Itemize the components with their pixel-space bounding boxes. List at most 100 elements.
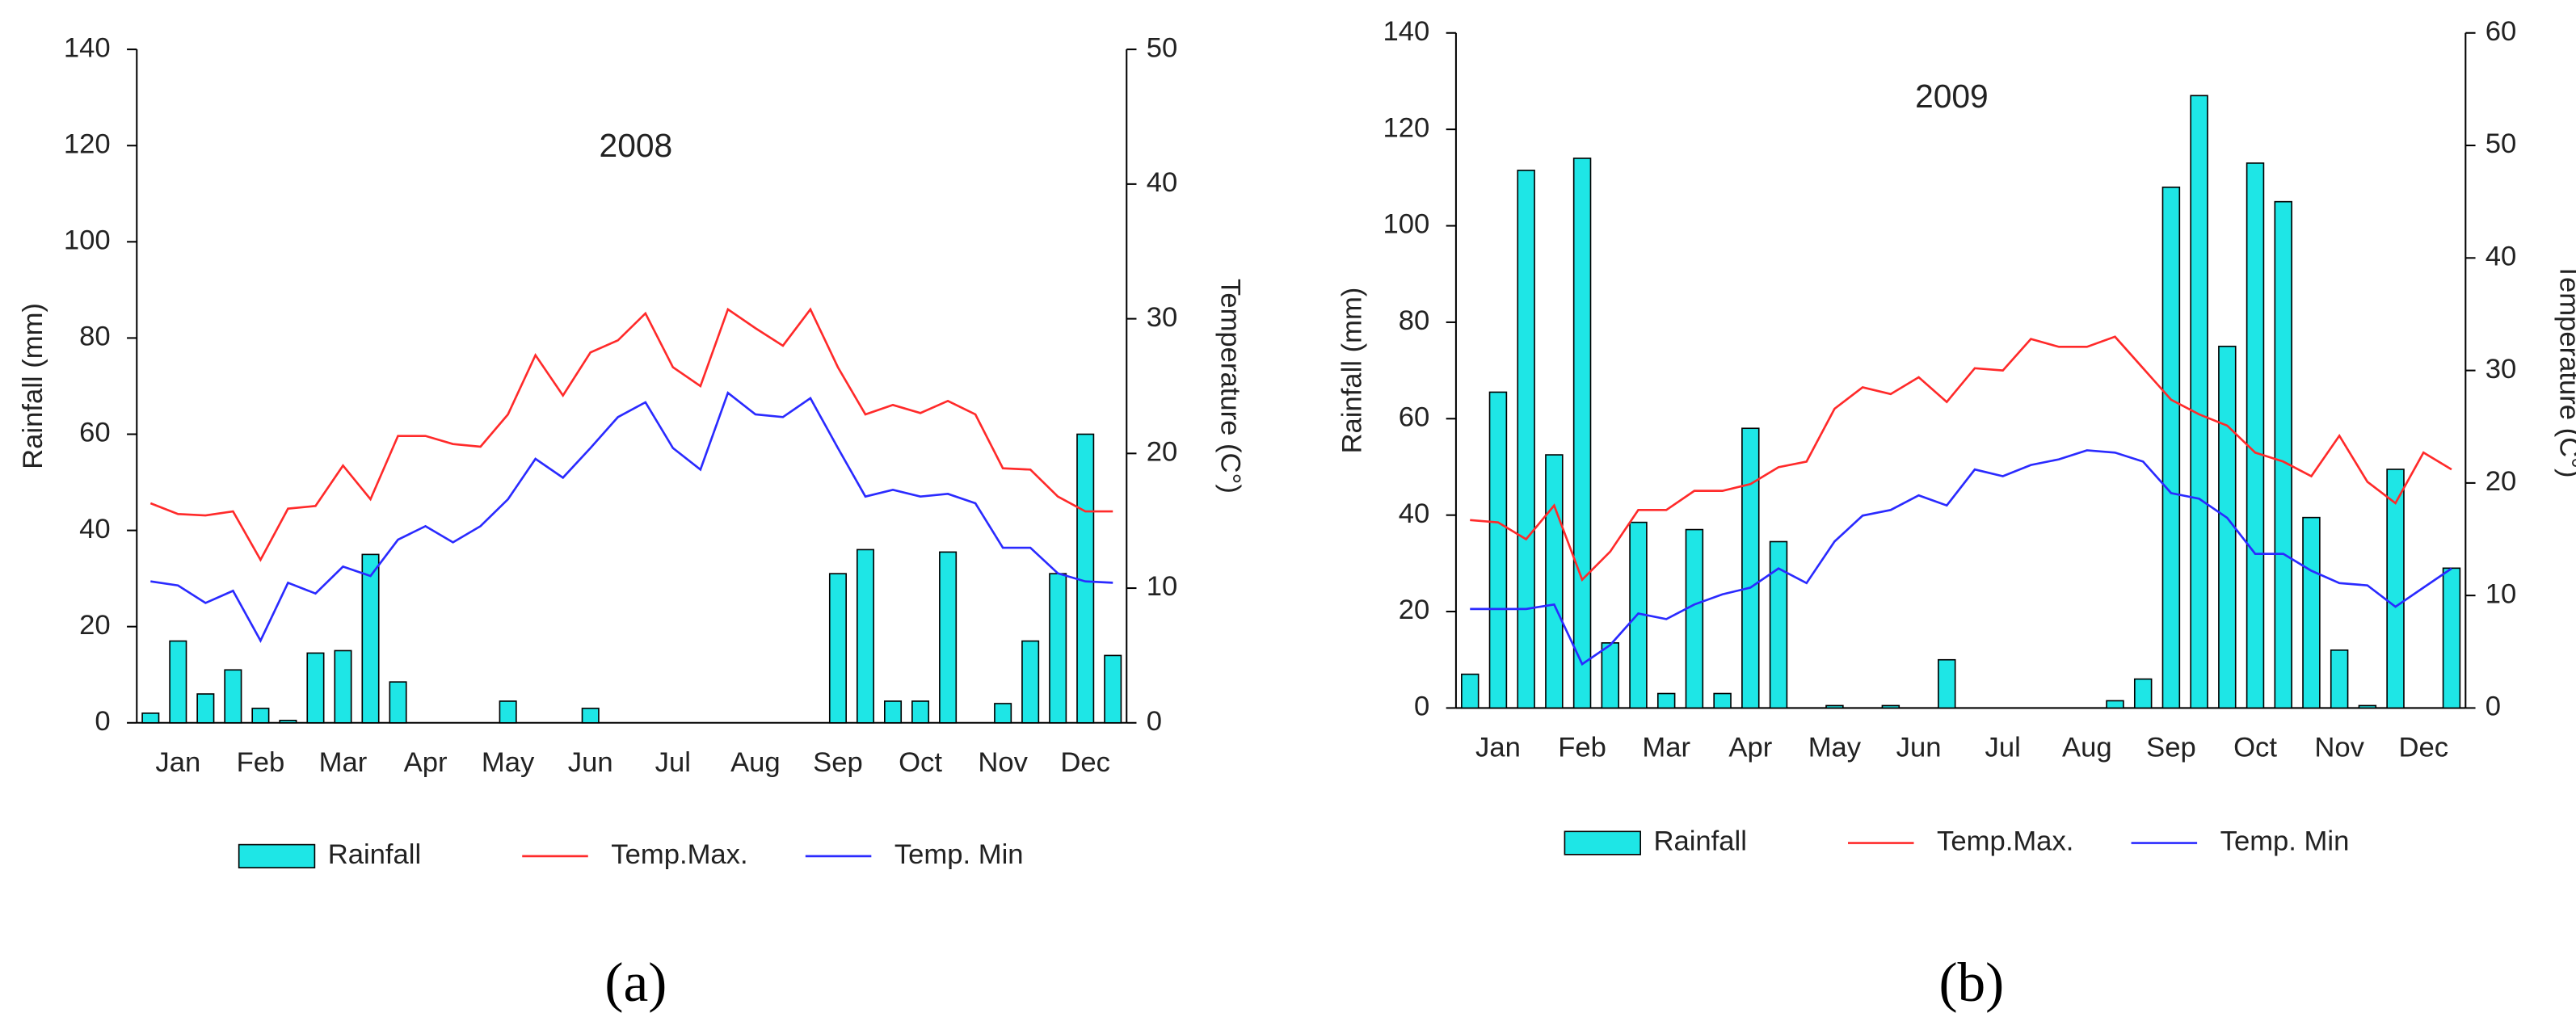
legend-swatch bbox=[238, 843, 316, 868]
bar bbox=[2161, 186, 2181, 709]
bar bbox=[279, 719, 297, 724]
x-tick-label: May bbox=[1808, 733, 1862, 763]
y2-tick-label: 10 bbox=[1147, 571, 1178, 602]
bar bbox=[2330, 649, 2349, 709]
legend-label: Temp.Max. bbox=[611, 839, 747, 870]
bar bbox=[1881, 704, 1900, 709]
x-tick-label: Feb bbox=[1558, 733, 1606, 763]
y-tick-label: 100 bbox=[1383, 209, 1430, 240]
bar bbox=[1656, 692, 1676, 709]
bar bbox=[856, 549, 875, 724]
y-axis-label: Rainfall (mm) bbox=[1337, 288, 1368, 454]
bar bbox=[2274, 200, 2292, 709]
y-tick-label: 40 bbox=[1399, 498, 1430, 529]
bar bbox=[2442, 567, 2461, 709]
bar bbox=[2302, 516, 2321, 709]
line bbox=[1470, 449, 2452, 666]
y2-tick-label: 50 bbox=[2486, 128, 2517, 159]
bar bbox=[1713, 692, 1732, 709]
x-tick-label: Mar bbox=[319, 747, 368, 778]
bar bbox=[1938, 658, 1956, 709]
bar bbox=[1104, 654, 1122, 724]
bar bbox=[1769, 540, 1788, 709]
y-tick-label: 20 bbox=[79, 610, 111, 641]
bar bbox=[1488, 391, 1508, 709]
legend-label: Rainfall bbox=[1653, 826, 1746, 857]
bar bbox=[1601, 642, 1620, 709]
y-tick-label: 40 bbox=[79, 514, 111, 544]
x-tick-label: Sep bbox=[813, 747, 863, 778]
bar bbox=[1545, 454, 1564, 709]
legend-label: Temp. Min bbox=[894, 839, 1024, 870]
y2-tick-label: 40 bbox=[1147, 167, 1178, 198]
y-tick-label: 120 bbox=[1383, 112, 1430, 143]
x-tick-label: Dec bbox=[2398, 733, 2448, 763]
bar bbox=[1076, 433, 1095, 724]
y2-tick-label: 20 bbox=[1147, 436, 1178, 467]
y-tick-label: 0 bbox=[1414, 691, 1429, 722]
y-tick-label: 60 bbox=[79, 418, 111, 448]
bar bbox=[1685, 528, 1704, 709]
bar bbox=[581, 708, 600, 724]
x-tick-label: Oct bbox=[2233, 733, 2277, 763]
y-tick-label: 140 bbox=[1383, 16, 1430, 47]
bar bbox=[361, 553, 380, 724]
bar bbox=[2358, 704, 2377, 709]
bar bbox=[1572, 158, 1592, 709]
bar bbox=[1517, 170, 1535, 709]
y-axis-label: Rainfall (mm) bbox=[18, 303, 48, 469]
y2-axis-label: Temperature (C°) bbox=[1214, 279, 1245, 494]
y-tick-label: 0 bbox=[95, 706, 110, 737]
bar bbox=[169, 640, 187, 724]
x-tick-label: May bbox=[482, 747, 535, 778]
legend-swatch bbox=[1564, 830, 1641, 855]
y-tick-label: 140 bbox=[64, 32, 111, 63]
x-tick-label: Mar bbox=[1642, 733, 1690, 763]
x-tick-label: Feb bbox=[237, 747, 285, 778]
bar bbox=[141, 712, 160, 724]
x-tick-label: Jan bbox=[1475, 733, 1521, 763]
y2-tick-label: 10 bbox=[2486, 578, 2517, 609]
legend-label: Temp.Max. bbox=[1937, 826, 2073, 857]
bar bbox=[196, 693, 215, 724]
x-tick-label: Jul bbox=[655, 747, 691, 778]
x-tick-label: Jul bbox=[1985, 733, 2021, 763]
y2-tick-label: 20 bbox=[2486, 466, 2517, 497]
legend-label: Temp. Min bbox=[2220, 826, 2350, 857]
y2-tick-label: 60 bbox=[2486, 16, 2517, 47]
bar bbox=[828, 573, 847, 724]
line bbox=[149, 307, 1113, 562]
x-tick-label: Oct bbox=[899, 747, 942, 778]
bar bbox=[499, 700, 517, 724]
bar bbox=[2218, 345, 2237, 709]
bar bbox=[884, 700, 903, 724]
bar bbox=[1825, 704, 1844, 709]
x-tick-label: Jan bbox=[155, 747, 200, 778]
bar bbox=[939, 551, 958, 724]
chart-title: 2009 bbox=[1915, 78, 1989, 115]
x-tick-label: Aug bbox=[2062, 733, 2112, 763]
x-tick-label: Apr bbox=[404, 747, 448, 778]
y-tick-label: 80 bbox=[79, 322, 111, 352]
chart-title: 2008 bbox=[600, 127, 673, 164]
bar bbox=[334, 649, 352, 724]
bar bbox=[2190, 95, 2208, 709]
line bbox=[150, 391, 1113, 643]
x-tick-label: Jun bbox=[1896, 733, 1942, 763]
line bbox=[1470, 335, 2452, 582]
y-tick-label: 20 bbox=[1399, 595, 1430, 625]
x-tick-label: Nov bbox=[978, 747, 1028, 778]
bar bbox=[1461, 673, 1480, 709]
bar bbox=[2246, 162, 2265, 709]
x-tick-label: Apr bbox=[1728, 733, 1772, 763]
bar bbox=[1741, 427, 1760, 709]
x-tick-label: Nov bbox=[2314, 733, 2364, 763]
legend-label: Rainfall bbox=[328, 839, 421, 870]
bar bbox=[389, 681, 407, 724]
x-tick-label: Dec bbox=[1060, 747, 1110, 778]
y2-tick-label: 30 bbox=[2486, 354, 2517, 385]
bar bbox=[2386, 469, 2405, 709]
bar bbox=[251, 708, 270, 724]
